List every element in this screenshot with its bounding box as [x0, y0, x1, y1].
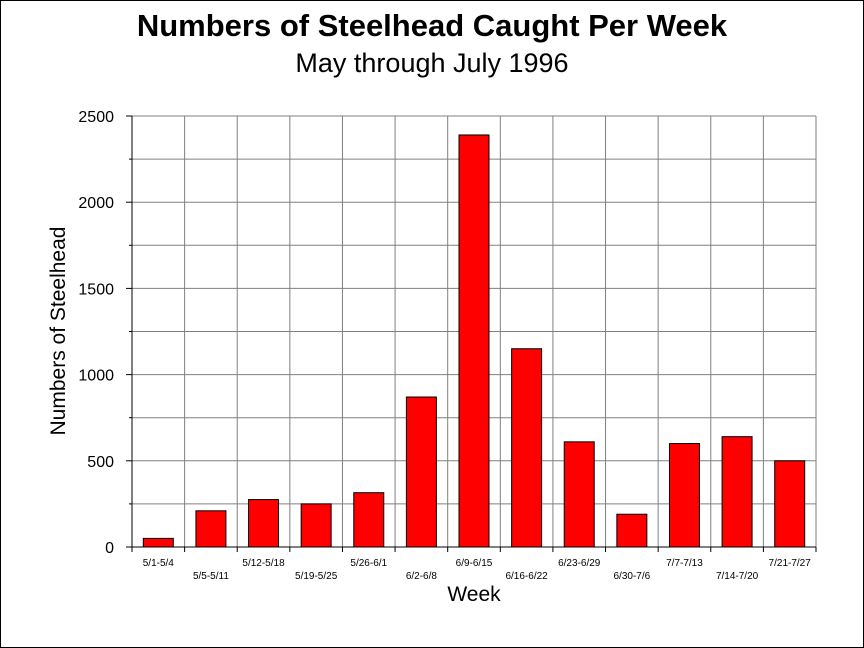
x-tick-label: 6/23-6/29 [558, 558, 601, 569]
y-tick-label: 0 [105, 540, 114, 557]
x-tick-label: 7/21-7/27 [769, 558, 812, 569]
bar [353, 492, 385, 548]
y-tick-label: 2500 [78, 109, 114, 126]
chart-title: Numbers of Steelhead Caught Per Week [136, 8, 728, 43]
x-tick-label: 7/7-7/13 [666, 558, 703, 569]
x-tick-label: 5/1-5/4 [143, 558, 175, 569]
bar [563, 441, 595, 548]
bar [721, 436, 753, 548]
y-tick-label: 1500 [78, 281, 114, 298]
x-tick-label: 5/19-5/25 [295, 571, 338, 582]
y-axis-title: Numbers of Steelhead [47, 227, 70, 436]
bar [616, 513, 648, 548]
x-tick-label: 6/9-6/15 [456, 558, 493, 569]
bar [195, 510, 227, 548]
chart-subtitle: May through July 1996 [295, 48, 569, 78]
bar [774, 460, 806, 548]
y-tick-label: 500 [87, 454, 114, 471]
bars [142, 134, 806, 548]
x-tick-label: 5/5-5/11 [193, 571, 229, 582]
bar [142, 537, 174, 548]
bar [248, 499, 280, 548]
x-tick-label: 5/12-5/18 [242, 558, 285, 569]
y-tick-label: 2000 [78, 195, 114, 212]
x-tick-label: 6/30-7/6 [613, 571, 650, 582]
tick-labels: 0 500 1000 1500 2000 2500 5/1-5/4 5/5-5/11 5/12-… [78, 109, 811, 582]
bar [511, 348, 543, 548]
y-tick-label: 1000 [78, 368, 114, 385]
bar [458, 134, 490, 548]
x-tick-label: 5/26-6/1 [350, 558, 387, 569]
x-tick-label: 6/2-6/8 [406, 571, 438, 582]
axes [126, 115, 817, 552]
bar [668, 443, 700, 548]
x-tick-label: 7/14-7/20 [716, 571, 759, 582]
x-tick-label: 6/16-6/22 [505, 571, 548, 582]
x-axis-title: Week [447, 583, 501, 606]
bar [405, 396, 437, 548]
bar [300, 503, 332, 548]
